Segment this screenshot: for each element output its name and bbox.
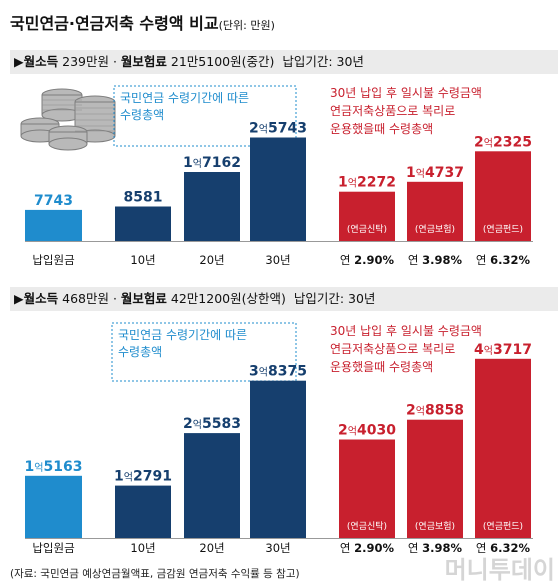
savings-note-line: 운용했을때 수령총액 xyxy=(330,122,433,136)
bar xyxy=(250,380,306,538)
data-label: 1억2791 xyxy=(114,469,172,485)
title-main: 국민연금·연금저축 수령액 비교 xyxy=(10,14,219,33)
bar xyxy=(475,358,531,538)
data-label: 8581 xyxy=(124,190,163,206)
bar xyxy=(407,181,463,241)
header-premium-label: 월보험료 xyxy=(120,291,167,306)
bar xyxy=(184,172,240,241)
pension-note-line: 수령총액 xyxy=(118,345,162,359)
pension-note-bracket xyxy=(113,85,297,147)
savings-note-line: 연금저축상품으로 복리로 xyxy=(330,342,455,356)
category-label: 10년 xyxy=(130,541,155,555)
category-label: 10년 xyxy=(130,253,155,267)
bar-inner-label: (연금보험) xyxy=(415,224,455,235)
savings-note-line: 운용했을때 수령총액 xyxy=(330,360,433,374)
bar-inner-label: (연금신탁) xyxy=(347,223,387,235)
panel-2-header: ▶월소득 468만원 · 월보험료 42만1200원(상한액) 납입기간: 30… xyxy=(10,287,558,311)
category-label: 연 6.32% xyxy=(476,253,531,267)
header-premium-value: 21만5100원(중간) xyxy=(170,54,275,69)
watermark-text: 머니투데이 xyxy=(445,556,555,584)
header-premium-label: 월보험료 xyxy=(120,54,167,69)
data-label: 2억5743 xyxy=(249,121,307,137)
category-label: 납입원금 xyxy=(32,541,74,555)
bar xyxy=(115,206,171,241)
data-label: 1억5163 xyxy=(25,459,83,475)
category-label: 20년 xyxy=(199,253,224,267)
category-label: 30년 xyxy=(265,541,290,555)
data-label: 1억4737 xyxy=(406,165,464,181)
page-title: 국민연금·연금저축 수령액 비교(단위: 만원) xyxy=(10,10,275,34)
bar-inner-label: (연금펀드) xyxy=(483,521,523,532)
bar xyxy=(475,151,531,241)
data-label: 4억3717 xyxy=(474,342,532,358)
source-footer: (자료: 국민연금 예상연금월액표, 금감원 연금저축 수익률 등 참고) xyxy=(10,568,300,580)
header-premium-value: 42만1200원(상한액) xyxy=(170,291,286,306)
bar xyxy=(339,439,395,538)
category-label: 연 6.32% xyxy=(476,541,531,555)
bar-inner-label: (연금펀드) xyxy=(483,224,523,235)
category-label: 연 3.98% xyxy=(408,541,463,555)
bar xyxy=(184,433,240,538)
pension-note-line: 국민연금 수령기간에 따른 xyxy=(120,91,249,105)
savings-note-line: 30년 납입 후 일시불 수령금액 xyxy=(330,324,482,338)
bar xyxy=(115,485,171,538)
category-label: 연 3.98% xyxy=(408,253,463,267)
header-period: 납입기간: 30년 xyxy=(293,291,376,306)
category-label: 20년 xyxy=(199,541,224,555)
header-dot: · xyxy=(108,291,121,306)
data-label: 1억7162 xyxy=(183,155,241,171)
bar xyxy=(339,191,395,241)
pension-note-line: 수령총액 xyxy=(120,108,164,122)
savings-note-line: 연금저축상품으로 복리로 xyxy=(330,104,455,118)
category-label: 납입원금 xyxy=(32,253,74,267)
data-label: 2억5583 xyxy=(183,416,241,432)
header-income-label: 월소득 xyxy=(23,291,59,306)
data-label: 2억2325 xyxy=(474,134,532,150)
bar-inner-label: (연금신탁) xyxy=(347,520,387,532)
category-label: 연 2.90% xyxy=(340,541,395,555)
bar-inner-label: (연금보험) xyxy=(415,521,455,532)
header-period: 납입기간: 30년 xyxy=(282,54,364,69)
header-income-value: 239만원 xyxy=(62,54,109,69)
data-label: 1억2272 xyxy=(338,175,396,191)
header-dot: · xyxy=(108,54,121,69)
category-label: 연 2.90% xyxy=(340,253,395,267)
panel-1-header: ▶월소득 239만원 · 월보험료 21만5100원(중간) 납입기간: 30년 xyxy=(10,50,558,74)
bar xyxy=(25,475,82,538)
title-unit: (단위: 만원) xyxy=(218,19,275,32)
data-label: 7743 xyxy=(34,193,73,209)
category-label: 30년 xyxy=(265,253,290,267)
bar xyxy=(25,209,82,241)
data-label: 2억8858 xyxy=(406,403,464,419)
data-label: 3억8375 xyxy=(249,364,307,380)
header-marker: ▶ xyxy=(14,291,24,306)
header-income-value: 468만원 xyxy=(62,291,109,306)
header-marker: ▶ xyxy=(14,54,24,69)
data-label: 2억4030 xyxy=(338,423,396,439)
savings-note-line: 30년 납입 후 일시불 수령금액 xyxy=(330,86,482,100)
pension-note-bracket xyxy=(111,322,297,382)
bar xyxy=(407,419,463,538)
bar xyxy=(250,137,306,241)
coins-icon xyxy=(20,88,116,151)
pension-note-line: 국민연금 수령기간에 따른 xyxy=(118,328,247,342)
header-income-label: 월소득 xyxy=(23,54,59,69)
